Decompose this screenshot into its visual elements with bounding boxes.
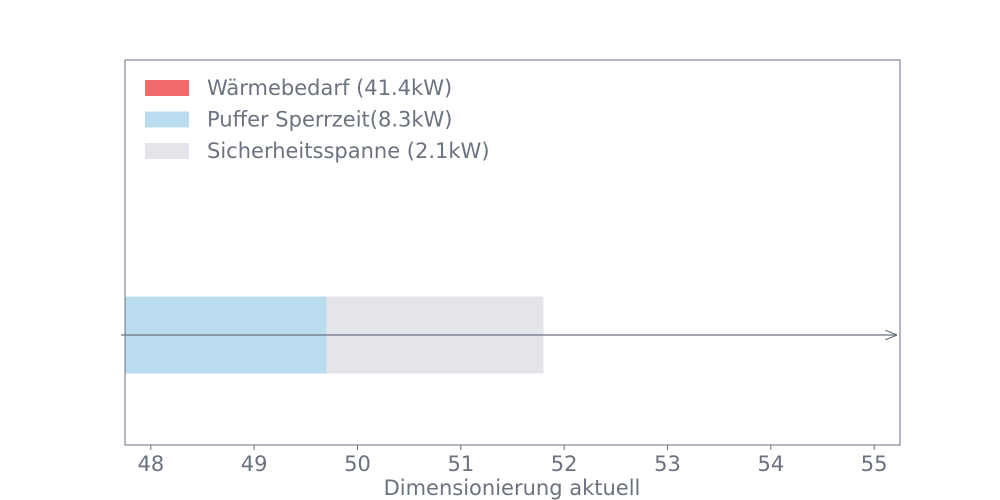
x-tick-label: 55: [861, 452, 888, 476]
x-tick-label: 48: [137, 452, 164, 476]
x-tick-label: 53: [654, 452, 681, 476]
plot-frame: [124, 59, 901, 446]
x-tick-label: 54: [757, 452, 784, 476]
legend-label: Sicherheitsspanne (2.1kW): [207, 139, 490, 163]
x-tick-label: 50: [344, 452, 371, 476]
x-axis-label: Dimensionierung aktuell: [384, 476, 641, 500]
legend-label: Puffer Sperrzeit(8.3kW): [207, 108, 453, 132]
legend-swatch: [145, 80, 189, 96]
x-tick-label: 51: [447, 452, 474, 476]
legend-swatch: [145, 111, 189, 128]
legend-swatch: [145, 143, 189, 159]
x-tick-label: 52: [551, 452, 578, 476]
legend-label: Wärmebedarf (41.4kW): [207, 76, 452, 100]
x-tick-label: 49: [241, 452, 268, 476]
